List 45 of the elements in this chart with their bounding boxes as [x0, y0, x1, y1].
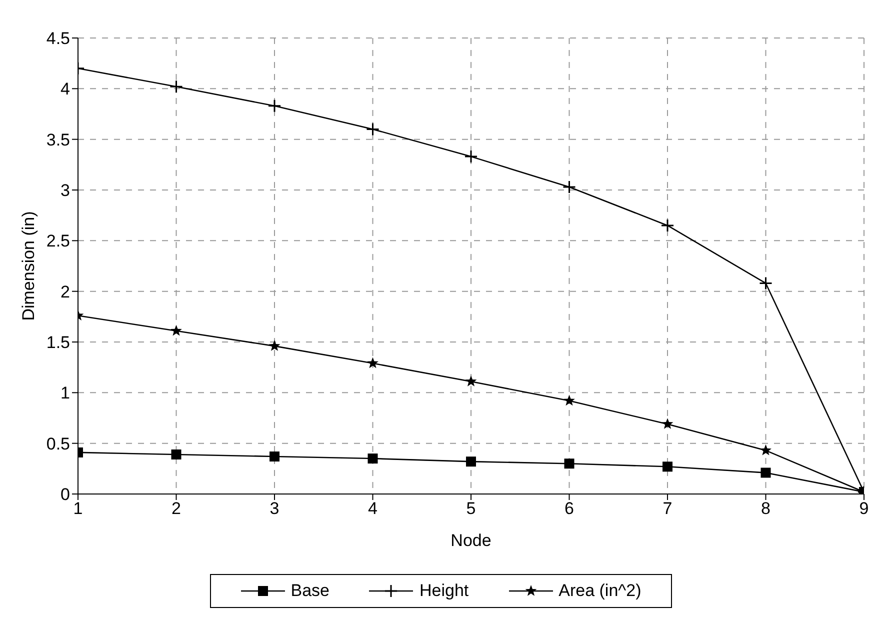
- point: [760, 468, 771, 478]
- y-tick-label: 1: [60, 384, 70, 403]
- x-tick-label: 6: [564, 499, 574, 518]
- point: [759, 276, 772, 290]
- point: [270, 452, 280, 462]
- y-tick-label: 0.5: [46, 434, 70, 454]
- x-tick-label: 3: [270, 499, 280, 518]
- point: [464, 150, 478, 164]
- y-tick-label: 0: [60, 485, 70, 504]
- point: [170, 324, 182, 336]
- y-tick-label: 1.5: [46, 333, 70, 352]
- x-tick-label: 2: [172, 499, 181, 518]
- x-tick-label: 7: [662, 499, 672, 518]
- point: [268, 340, 280, 351]
- point: [366, 122, 380, 136]
- point: [367, 357, 378, 368]
- point: [368, 454, 378, 464]
- y-tick-label: 2: [60, 282, 70, 302]
- point: [564, 458, 574, 469]
- y-tick-label: 3: [60, 181, 70, 200]
- point: [660, 218, 674, 232]
- point: [466, 456, 476, 467]
- y-tick-label: 4: [60, 80, 70, 99]
- x-tick-label: 1: [73, 499, 83, 518]
- point: [760, 444, 772, 456]
- x-tick-label: 9: [859, 499, 869, 518]
- point: [170, 80, 183, 94]
- y-tick-label: 3.5: [46, 130, 70, 150]
- y-axis-title: Dimension (in): [19, 211, 38, 321]
- point: [562, 180, 576, 194]
- point: [268, 99, 282, 113]
- point: [564, 394, 575, 406]
- x-tick-label: 8: [761, 499, 770, 518]
- legend-label: Area (in^2): [558, 581, 642, 601]
- y-tick-label: 4.5: [46, 29, 70, 48]
- legend-label: Height: [419, 581, 469, 601]
- legend-label: Base: [290, 581, 330, 601]
- x-tick-label: 5: [466, 499, 476, 518]
- point: [662, 462, 672, 472]
- x-tick-label: 4: [368, 499, 378, 518]
- y-tick-label: 2.5: [46, 232, 70, 251]
- point: [662, 418, 674, 429]
- point: [171, 449, 182, 460]
- point: [465, 376, 477, 386]
- x-axis-title: Node: [450, 531, 492, 550]
